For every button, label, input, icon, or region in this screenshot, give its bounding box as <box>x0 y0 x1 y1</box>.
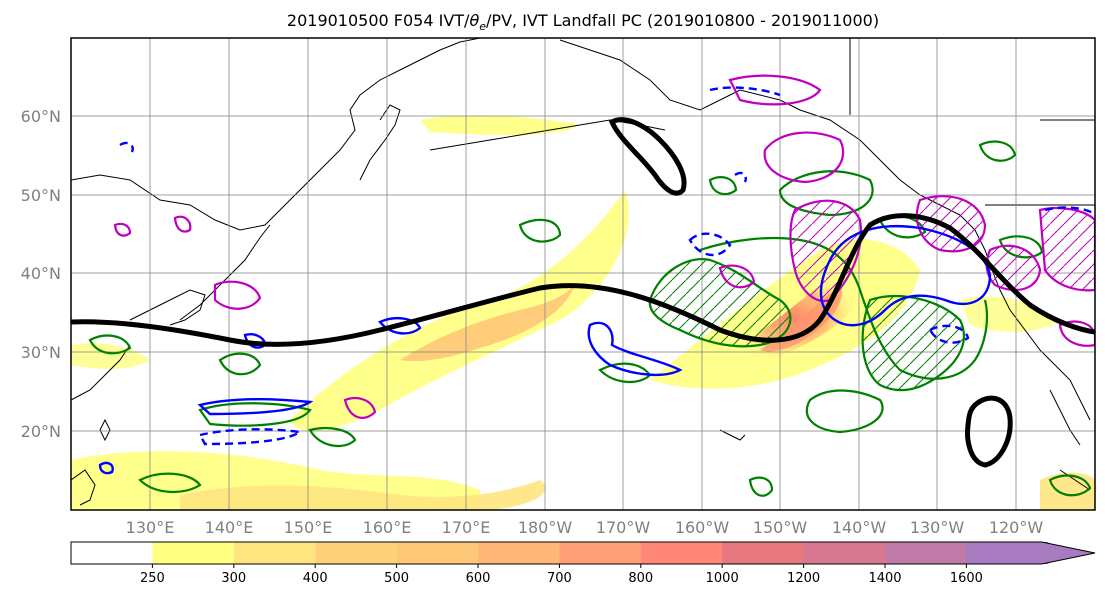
coast-taiwan <box>99 418 111 442</box>
lon-label-150w: 150°W <box>753 518 808 537</box>
lat-label-40n: 40°N <box>21 264 61 283</box>
coast-japan <box>179 224 271 321</box>
coast-korea <box>129 289 206 326</box>
colorbar-segment <box>803 542 886 564</box>
black-south-loop <box>965 395 1013 468</box>
lon-label-140e: 140°E <box>205 518 254 537</box>
ivt-plume-se2 <box>1040 472 1095 510</box>
colorbar-extend-arrow <box>966 542 1095 564</box>
ivt-plume-north <box>420 115 580 136</box>
coast-hawaii <box>719 429 746 441</box>
green-contours <box>88 140 1092 497</box>
coast-kamchatka <box>359 104 401 181</box>
graticule <box>71 38 1095 510</box>
lon-label-130e: 130°E <box>126 518 175 537</box>
coast-alaska <box>559 39 941 206</box>
blue-dashed-contours <box>119 86 1095 446</box>
lon-label-140w: 140°W <box>832 518 887 537</box>
lat-label-50n: 50°N <box>21 186 61 205</box>
colorbar-tick-label: 1200 <box>787 571 820 586</box>
colorbar-outline <box>70 541 1096 565</box>
colorbar-segment <box>478 542 560 564</box>
coast-baja <box>1049 389 1081 446</box>
lon-label-160w: 160°W <box>675 518 730 537</box>
lat-label-30n: 30°N <box>21 343 61 362</box>
colorbar-segment <box>233 542 316 564</box>
colorbar-segment <box>559 542 642 564</box>
coast-phil <box>71 469 96 506</box>
colorbar-segment <box>396 542 479 564</box>
colorbar-tick-label: 1600 <box>950 571 983 586</box>
ivt-plume-south-2 <box>180 480 546 510</box>
black-contours <box>71 117 1095 468</box>
lat-labels: 60°N 50°N 40°N 30°N 20°N <box>21 107 61 441</box>
map-frame <box>70 37 1096 511</box>
colorbar-segment <box>885 542 967 564</box>
lon-label-170w: 170°W <box>596 518 651 537</box>
colorbar-tick-label: 250 <box>140 571 165 586</box>
lat-label-20n: 20°N <box>21 422 61 441</box>
lon-label-180w: 180°W <box>518 518 573 537</box>
black-north-loop <box>608 117 687 196</box>
colorbar-tick-label: 300 <box>221 571 246 586</box>
colorbar-tick-label: 1000 <box>706 571 739 586</box>
colorbar-segment <box>315 542 398 564</box>
colorbar-segment <box>640 542 723 564</box>
lon-label-160e: 160°E <box>363 518 412 537</box>
colorbar-tick-label: 700 <box>547 571 572 586</box>
colorbar-tick-label: 1400 <box>868 571 901 586</box>
colorbar-tick-label: 400 <box>303 571 328 586</box>
map-area <box>71 38 1095 510</box>
lon-label-170e: 170°E <box>442 518 491 537</box>
colorbar-tick-label: 800 <box>628 571 653 586</box>
colorbar-segment <box>722 542 805 564</box>
lat-label-60n: 60°N <box>21 107 61 126</box>
lon-label-130w: 130°W <box>910 518 965 537</box>
colorbar-segment <box>152 542 235 564</box>
colorbar-tick-label: 600 <box>466 571 491 586</box>
ivt-plume-main-core <box>400 285 575 362</box>
lon-label-120w: 120°W <box>989 518 1044 537</box>
colorbar: 250 300 400 500 600 700 800 1000 1200 1400 1600 <box>70 541 1096 586</box>
ivt-plume-west <box>71 343 150 369</box>
black-main-line <box>71 213 1095 347</box>
coast-mexico <box>1059 469 1091 491</box>
coast-china <box>71 344 131 401</box>
coast-asia <box>71 38 481 231</box>
lon-labels: 130°E 140°E 150°E 160°E 170°E 180°W 170°… <box>126 518 1044 537</box>
colorbar-segment <box>71 542 153 564</box>
figure-title: 2019010500 F054 IVT/θe/PV, IVT Landfall … <box>287 11 879 33</box>
colorbar-tick-label: 500 <box>384 571 409 586</box>
lon-label-150e: 150°E <box>284 518 333 537</box>
